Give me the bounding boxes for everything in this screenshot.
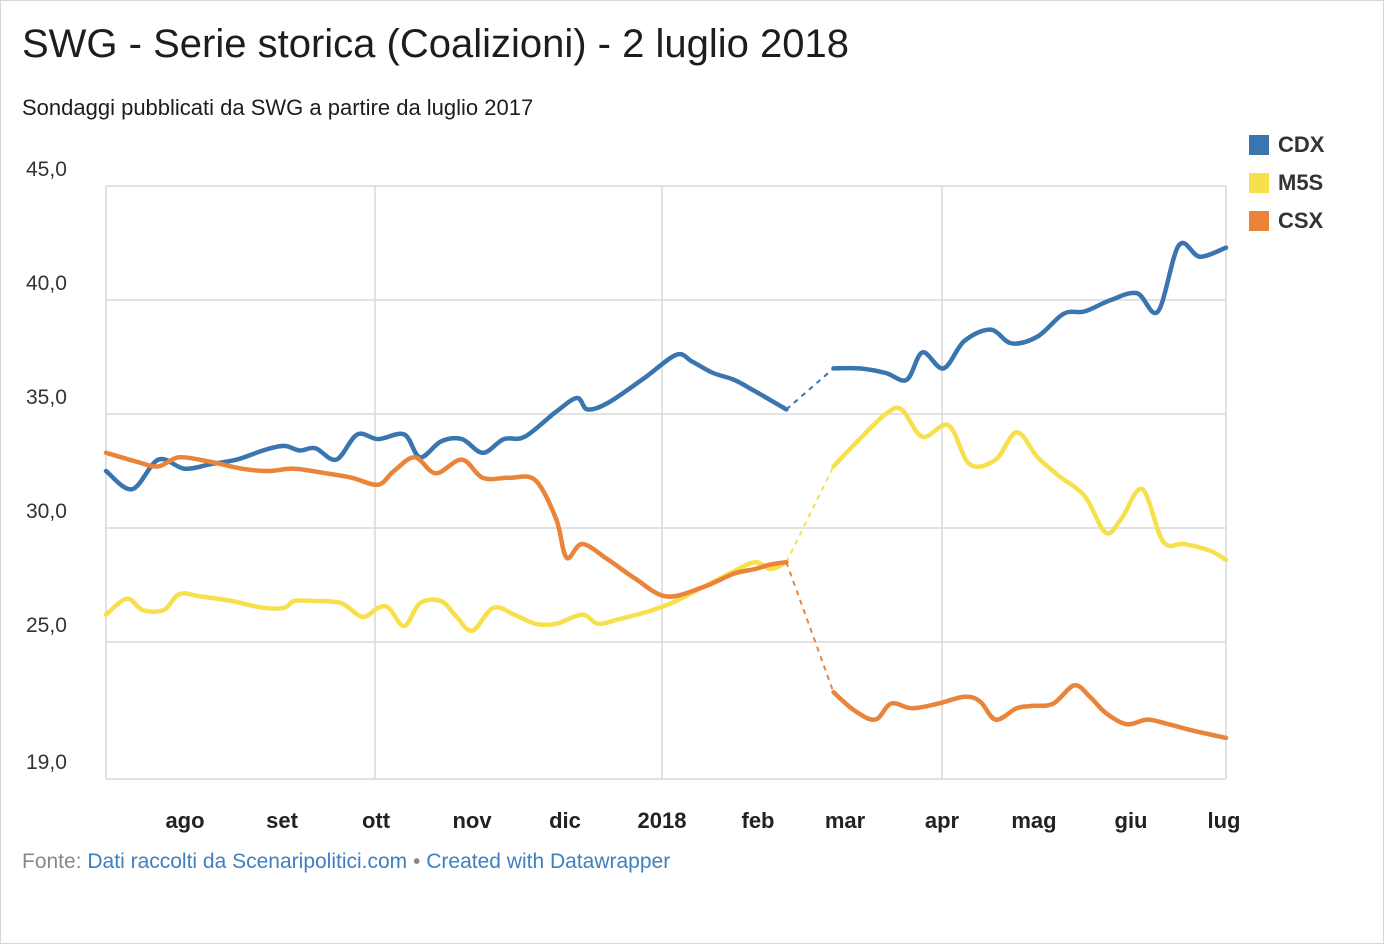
y-axis-labels: 45,0 40,0 35,0 30,0 25,0 19,0 — [26, 158, 67, 774]
series-line-cdx-pre — [103, 351, 789, 492]
y-tick-label: 30,0 — [26, 500, 67, 523]
series-gap-m5s — [785, 465, 835, 563]
x-axis-labels: ago set ott nov dic 2018 feb mar apr mag giu lug — [165, 808, 1240, 833]
y-tick-label: 25,0 — [26, 614, 67, 637]
y-tick-label: 19,0 — [26, 751, 67, 774]
legend-swatch-csx — [1249, 211, 1269, 231]
y-tick-label: 45,0 — [26, 158, 67, 181]
legend-label-csx: CSX — [1278, 208, 1324, 233]
gridlines — [105, 185, 1227, 780]
legend-item-m5s: M5S — [1249, 164, 1324, 202]
series-line-m5s-pre — [103, 559, 789, 633]
x-tick-label: feb — [742, 808, 775, 833]
series-line-m5s-post — [831, 405, 1229, 563]
x-tick-label: ago — [165, 808, 204, 833]
series-gap-csx — [785, 561, 835, 693]
x-tick-label: apr — [925, 808, 960, 833]
chart-subtitle: Sondaggi pubblicati da SWG a partire da … — [22, 95, 534, 120]
series-gap-cdx — [785, 367, 835, 411]
legend-swatch-cdx — [1249, 135, 1269, 155]
legend-label-cdx: CDX — [1278, 132, 1325, 157]
x-tick-label: ott — [362, 808, 391, 833]
y-tick-label: 35,0 — [26, 386, 67, 409]
chart-title: SWG - Serie storica (Coalizioni) - 2 lug… — [22, 22, 849, 66]
series-line-csx-post — [831, 683, 1229, 741]
x-tick-label: 2018 — [638, 808, 687, 833]
footer-prefix: Fonte: — [22, 850, 82, 873]
x-tick-label: lug — [1208, 808, 1241, 833]
x-tick-label: mag — [1011, 808, 1056, 833]
footer-separator: • — [413, 850, 421, 873]
legend-item-cdx: CDX — [1249, 126, 1324, 164]
legend-swatch-m5s — [1249, 173, 1269, 193]
x-tick-label: set — [266, 808, 298, 833]
series-line-cdx-post — [831, 240, 1229, 383]
x-tick-label: giu — [1115, 808, 1148, 833]
source-link[interactable]: Dati raccolti da Scenaripolitici.com — [87, 850, 408, 873]
x-tick-label: nov — [452, 808, 492, 833]
legend: CDX M5S CSX — [1249, 126, 1324, 240]
series-lines — [103, 240, 1229, 741]
y-tick-label: 40,0 — [26, 272, 67, 295]
x-tick-label: mar — [825, 808, 866, 833]
datawrapper-link[interactable]: Created with Datawrapper — [426, 850, 671, 873]
footer: Fonte: Dati raccolti da Scenaripolitici.… — [22, 850, 670, 874]
legend-item-csx: CSX — [1249, 202, 1324, 240]
series-line-csx-pre — [103, 450, 789, 599]
x-tick-label: dic — [549, 808, 581, 833]
legend-label-m5s: M5S — [1278, 170, 1324, 195]
